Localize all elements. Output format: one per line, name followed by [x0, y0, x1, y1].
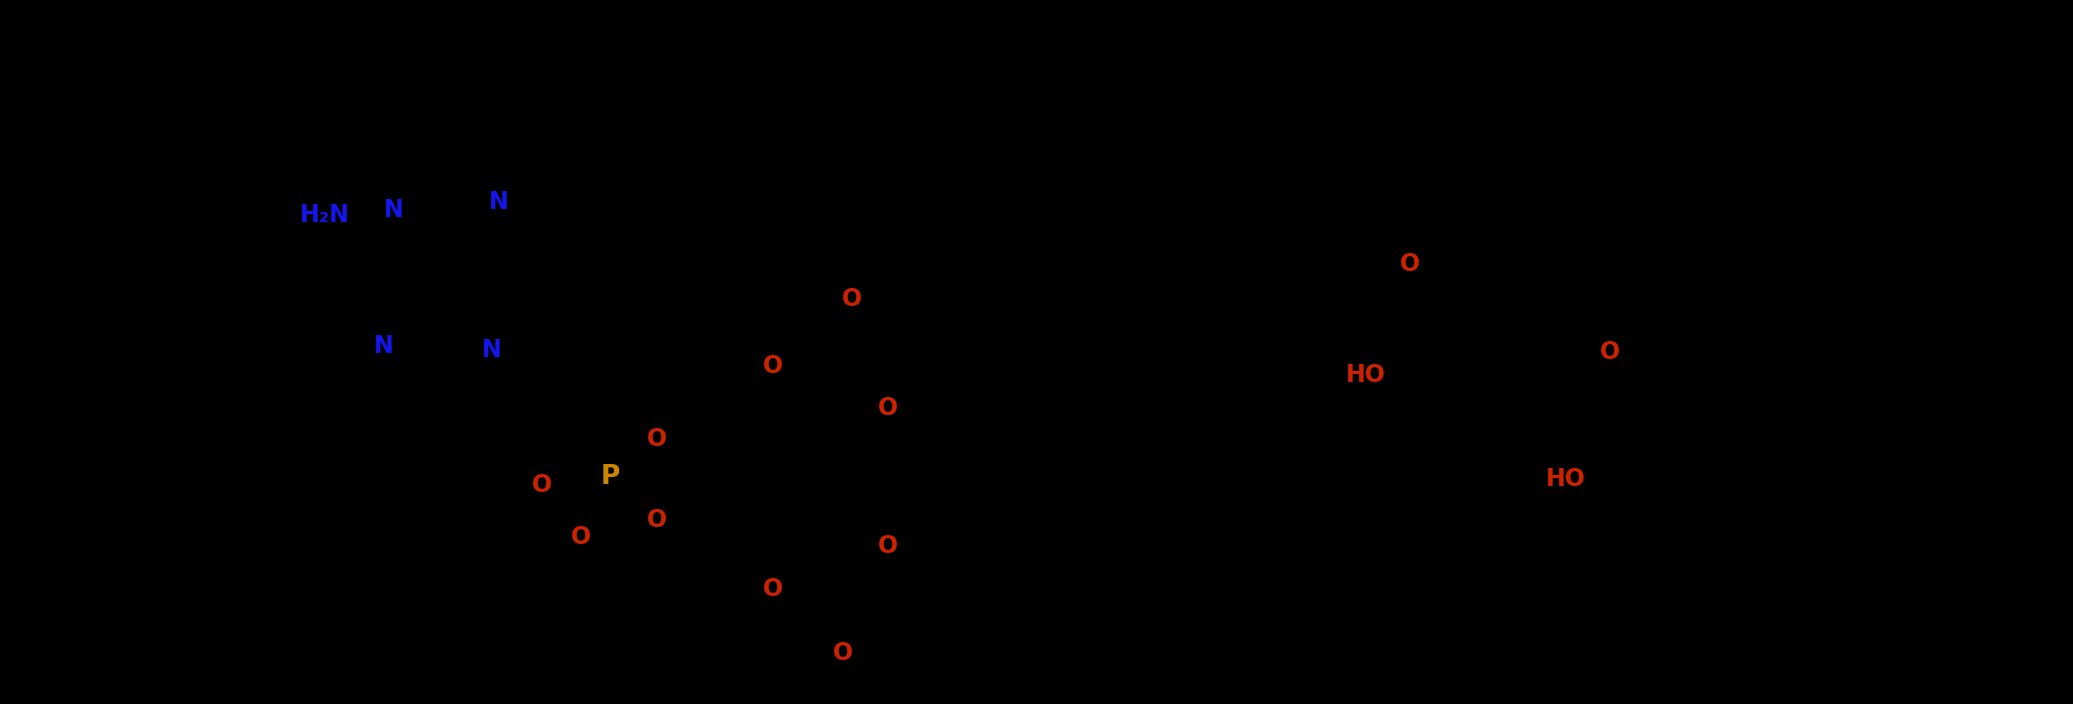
Text: O: O [647, 427, 668, 451]
Text: H₂N: H₂N [299, 203, 350, 227]
Text: O: O [1600, 341, 1621, 365]
Text: O: O [570, 525, 591, 549]
Text: HO: HO [1546, 467, 1586, 491]
Text: O: O [879, 534, 898, 558]
Text: O: O [833, 641, 852, 665]
Text: N: N [481, 338, 502, 362]
Text: P: P [601, 464, 620, 490]
Text: N: N [384, 198, 404, 222]
Text: HO: HO [1345, 363, 1385, 386]
Text: O: O [879, 396, 898, 420]
Text: O: O [531, 473, 551, 497]
Text: N: N [489, 189, 510, 213]
Text: O: O [763, 353, 784, 377]
Text: O: O [647, 508, 668, 532]
Text: N: N [373, 334, 394, 358]
Text: O: O [842, 287, 862, 310]
Text: O: O [1399, 252, 1420, 276]
Text: O: O [763, 577, 784, 601]
